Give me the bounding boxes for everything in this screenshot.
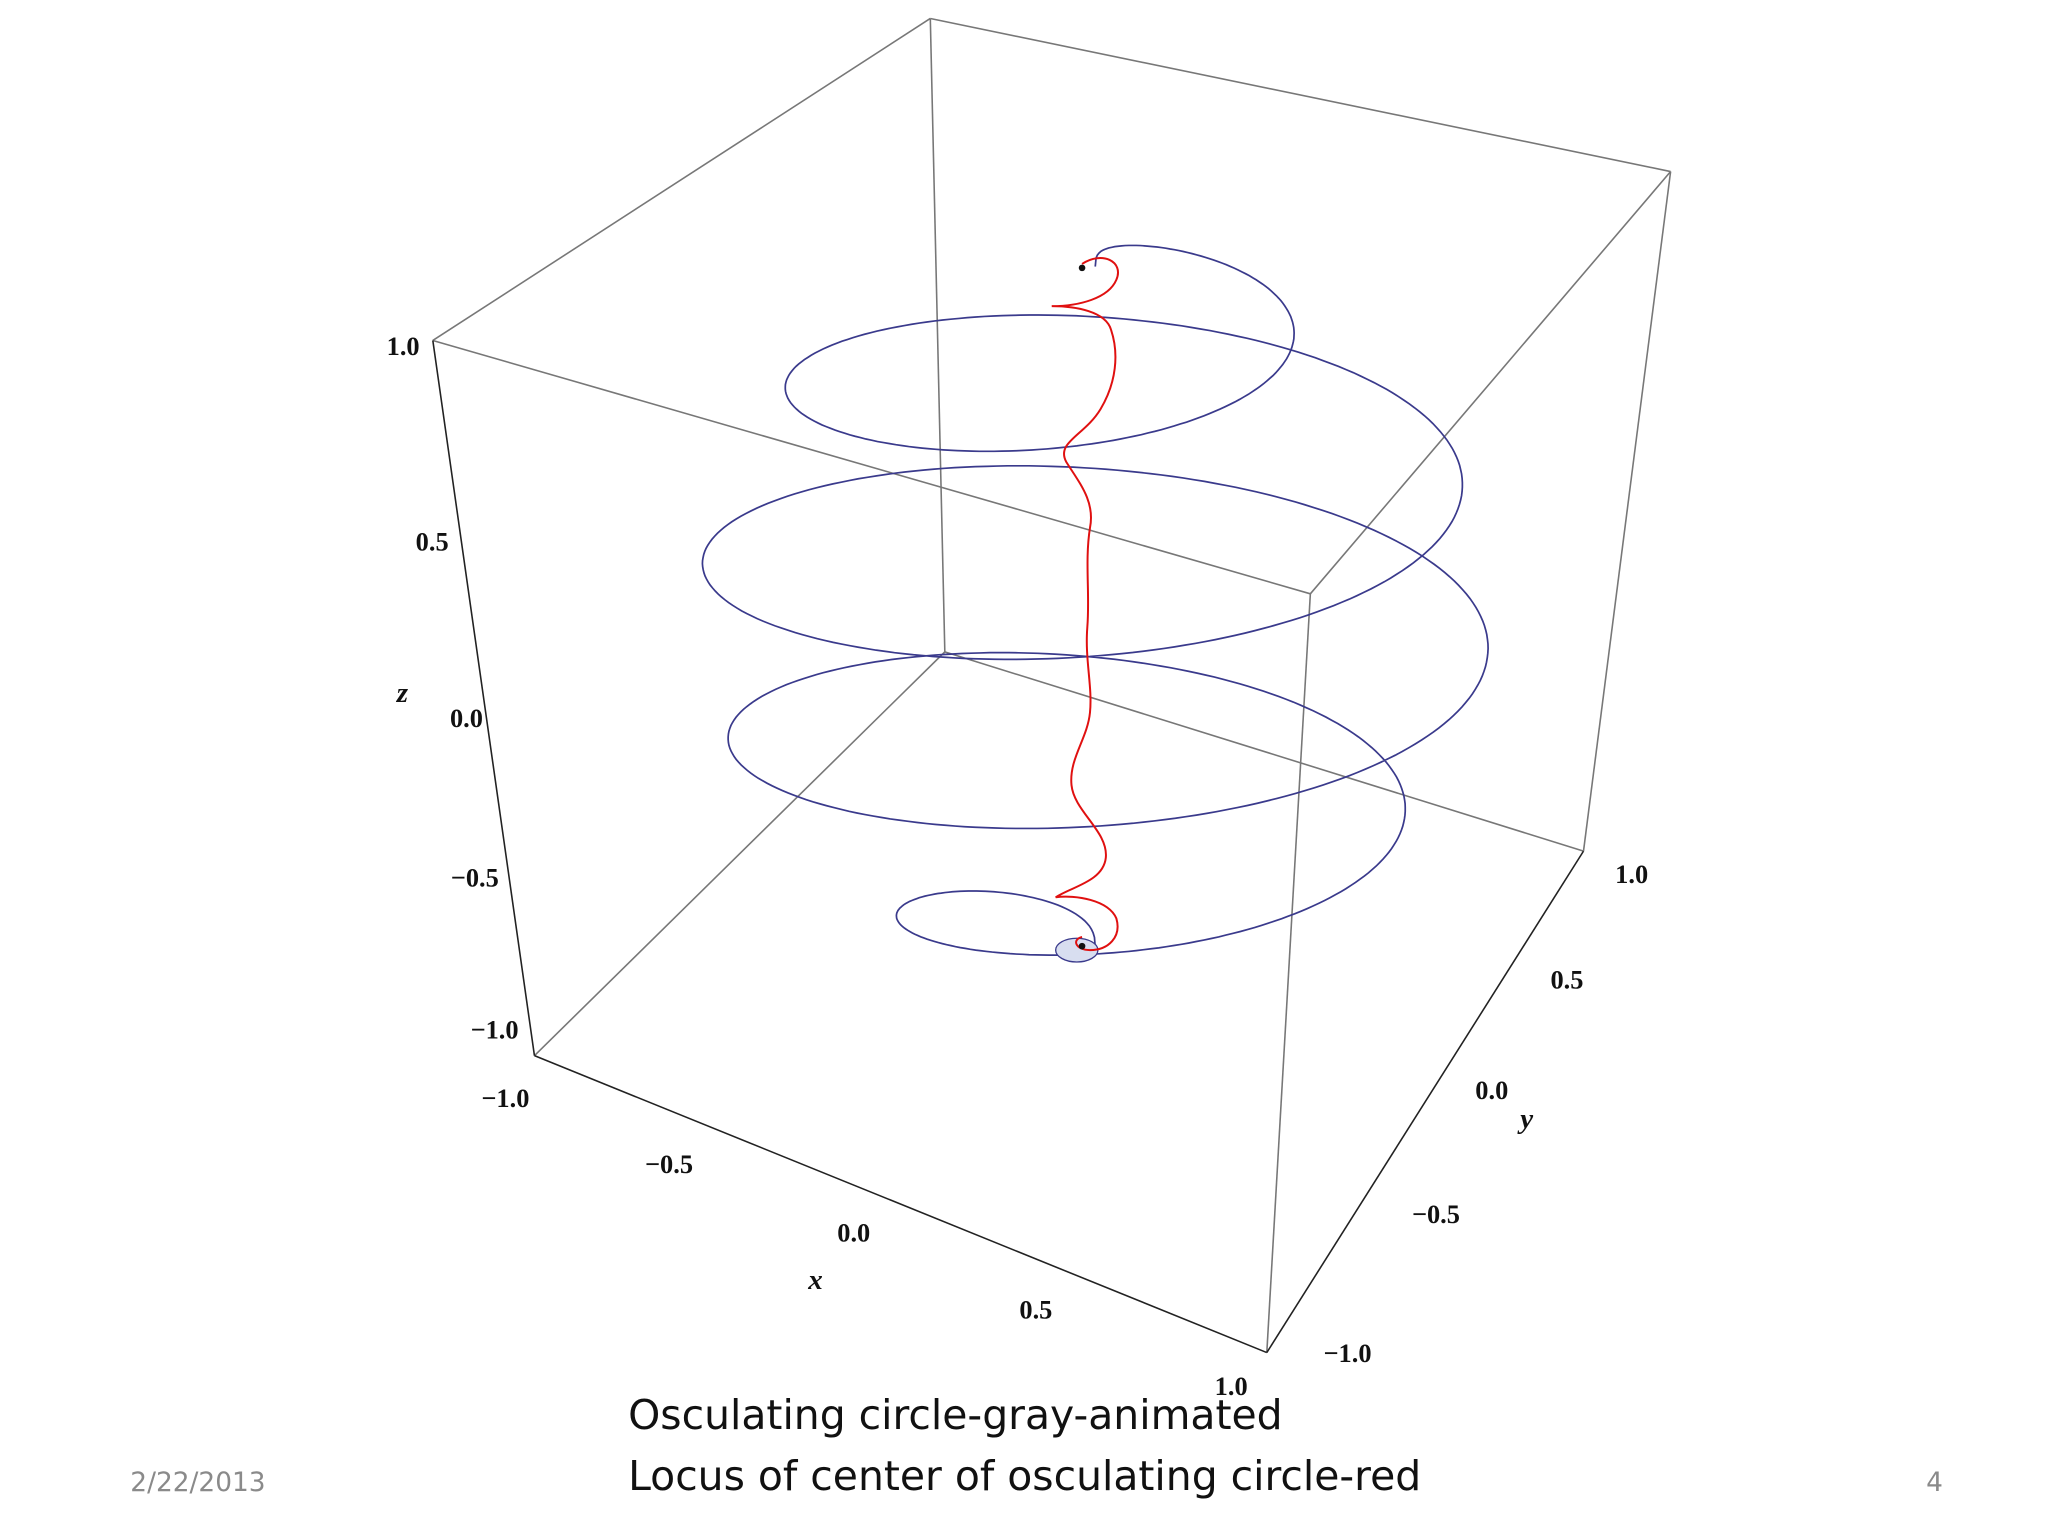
y-axis-label: y — [1517, 1103, 1533, 1135]
z-tick-label: 0.0 — [450, 703, 483, 733]
z-axis-label: z — [396, 677, 409, 709]
caption-line: Osculating circle-gray-animated — [628, 1391, 1283, 1439]
footer-page: 4 — [1926, 1468, 1943, 1498]
bounding-box — [432, 17, 1672, 1354]
x-tick-label: 0.0 — [837, 1218, 870, 1248]
y-tick-label: −1.0 — [1324, 1338, 1372, 1368]
y-tick-label: −0.5 — [1412, 1199, 1460, 1229]
x-tick-label: −0.5 — [645, 1149, 693, 1179]
spiral-curve — [701, 244, 1489, 956]
z-tick-label: 1.0 — [387, 331, 420, 361]
footer-date: 2/22/2013 — [130, 1468, 265, 1498]
caption-line: Locus of center of osculating circle-red — [628, 1452, 1421, 1500]
x-axis-label: x — [807, 1264, 823, 1296]
x-tick-label: −1.0 — [481, 1083, 529, 1113]
x-tick-label: 0.5 — [1019, 1294, 1052, 1324]
z-tick-label: −0.5 — [451, 863, 499, 893]
z-tick-label: −1.0 — [471, 1015, 519, 1045]
y-tick-label: 0.0 — [1475, 1075, 1508, 1105]
point-marker — [1078, 264, 1086, 272]
y-tick-label: 1.0 — [1615, 859, 1648, 889]
y-tick-label: 0.5 — [1551, 964, 1584, 994]
z-tick-label: 0.5 — [416, 526, 449, 556]
point-marker — [1078, 942, 1086, 950]
x-tick-label: 1.0 — [1215, 1371, 1248, 1401]
locus-curve — [1051, 257, 1119, 952]
